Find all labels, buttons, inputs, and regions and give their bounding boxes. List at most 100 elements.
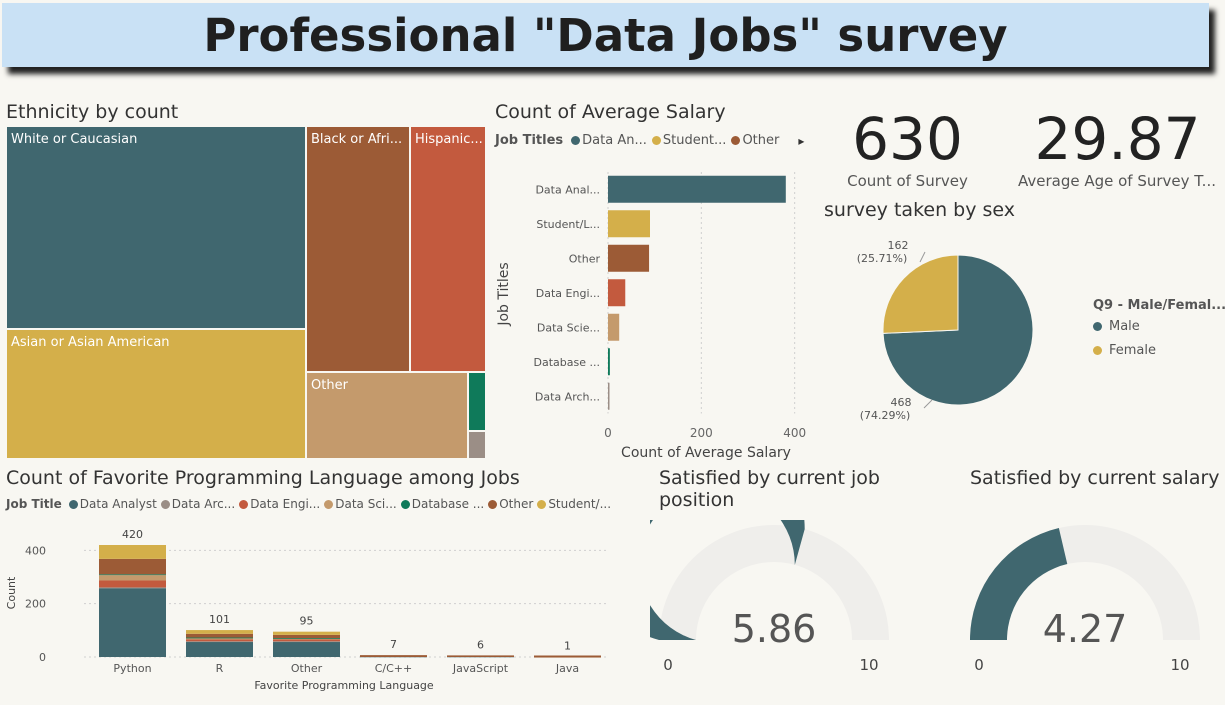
bar (608, 382, 610, 410)
tile-label: Black or Afri... (311, 132, 403, 147)
bar-segment (360, 655, 427, 657)
page-title: Professional "Data Jobs" survey (203, 9, 1008, 62)
bar (608, 210, 650, 238)
y-axis-title: Job Titles (496, 262, 512, 326)
legend-dot (488, 499, 498, 509)
salary-chart-title: Count of Average Salary (495, 101, 726, 123)
data-label: 1 (564, 640, 571, 653)
legend-item[interactable]: Student... (651, 133, 726, 148)
legend-item[interactable]: Data Analyst (68, 497, 157, 511)
bar-segment (447, 655, 514, 657)
language-stacked-bar-chart: 0 200 400 420 Python 101 R 95 Other 7 C/C++ 6 JavaSc… (5, 528, 606, 692)
bar-segment (273, 641, 340, 657)
y-tick-label: Student/L... (536, 218, 600, 231)
legend-dot (239, 499, 249, 509)
kpi-count-label: Count of Survey (847, 172, 968, 190)
y-tick-label: Data Arch... (535, 390, 600, 403)
legend-item[interactable]: Data Arc... (160, 497, 235, 511)
x-axis-title: Favorite Programming Language (254, 679, 434, 692)
tile-small-green[interactable] (468, 372, 486, 431)
legend-label: Other (499, 497, 534, 511)
pie-legend-item-female[interactable]: Female (1093, 343, 1156, 358)
y-tick-label: Data Engi... (536, 287, 600, 300)
kpi-count-value: 630 (852, 105, 963, 173)
legend-label: Student/... (548, 497, 612, 511)
bar-segment (99, 558, 166, 575)
tile-label: Other (311, 378, 348, 393)
gauge-salary-satisfaction: 4.27 0 10 (970, 525, 1200, 674)
bar-segment (273, 641, 340, 643)
x-tick-label: C/C++ (375, 662, 413, 675)
data-label: 420 (122, 528, 143, 541)
legend-label: Data Engi... (250, 497, 321, 511)
bar-segment (186, 641, 253, 657)
bar (608, 348, 610, 376)
lang-chart-title: Count of Favorite Programming Language a… (6, 467, 520, 489)
bar (608, 244, 650, 272)
bar-segment (534, 656, 601, 658)
legend-title: Job Title (6, 497, 62, 511)
kpi-age-label: Average Age of Survey T... (1017, 172, 1216, 190)
pie-legend-item-male[interactable]: Male (1093, 319, 1140, 334)
lang-legend: Job Title Data Analyst Data Arc... Data En… (6, 497, 611, 511)
gauge-salary-title: Satisfied by current salary (970, 467, 1220, 489)
bar-segment (186, 637, 253, 639)
y-tick-label: Data Anal... (535, 183, 600, 196)
bar-segment (99, 545, 166, 559)
legend-item[interactable]: Other (731, 133, 779, 148)
gauge-value: 5.86 (732, 607, 817, 651)
data-label: 6 (477, 638, 484, 651)
legend-label: Data Sci... (335, 497, 397, 511)
gauge-fill (650, 520, 805, 640)
bar-segment (99, 580, 166, 588)
x-tick-label: JavaScript (452, 662, 509, 675)
pie-value-label: 468 (891, 396, 912, 409)
pie-percent-label: (25.71%) (857, 252, 908, 265)
pie-percent-label: (74.29%) (860, 409, 911, 422)
kpi-age-value: 29.87 (1034, 105, 1201, 173)
gauge-min-label: 0 (974, 656, 984, 674)
legend-item[interactable]: Database ... (400, 497, 484, 511)
tile-other[interactable]: Other (306, 372, 468, 459)
gauge-job-satisfaction: 5.86 0 10 (650, 520, 889, 674)
y-tick-label: 400 (25, 544, 46, 557)
y-tick-label: Database ... (534, 356, 600, 369)
legend-item[interactable]: Other (488, 497, 533, 511)
legend-title: Job Titles (495, 133, 564, 148)
salary-bar-chart: 0 200 400 Data Anal... Student/L... Other Data… (496, 172, 806, 461)
gauge-job-title: Satisfied by current job position (659, 467, 880, 511)
y-tick-label: 0 (39, 651, 46, 664)
bar-segment (273, 634, 340, 639)
legend-dot (324, 499, 334, 509)
bar-segment (186, 633, 253, 638)
header-banner: Professional "Data Jobs" survey (2, 3, 1209, 67)
chevron-right-icon[interactable]: ▸ (798, 133, 805, 148)
legend-item[interactable]: Data Sci... (324, 497, 397, 511)
bar (608, 175, 786, 203)
legend-item[interactable]: Data An... (571, 133, 647, 148)
tile-black[interactable]: Black or Afri... (306, 126, 410, 372)
legend-dot (537, 499, 547, 509)
tile-asian[interactable]: Asian or Asian American (6, 329, 306, 459)
tile-small-grey[interactable] (468, 431, 486, 459)
salary-legend: Job Titles Data An... Student... Other ▸ (495, 133, 804, 148)
legend-item[interactable]: Student/... (537, 497, 611, 511)
bar-segment (99, 575, 166, 581)
data-label: 101 (209, 613, 230, 626)
legend-label: Data Analyst (79, 497, 157, 511)
y-tick-label: Data Scie... (537, 321, 600, 334)
legend-item[interactable]: Data Engi... (239, 497, 320, 511)
tile-hispanic[interactable]: Hispanic... (410, 126, 486, 372)
bar (608, 313, 620, 341)
x-tick-label: Python (113, 662, 151, 675)
tile-label: Asian or Asian American (11, 335, 170, 350)
bar-segment (186, 637, 253, 640)
sex-pie-chart: 468(74.29%) 162(25.71%) (857, 239, 1034, 422)
x-axis-title: Count of Average Salary (621, 445, 791, 461)
leader-line (919, 251, 926, 263)
bar-segment (534, 655, 601, 657)
ethnicity-treemap[interactable]: White or Caucasian Asian or Asian Americ… (6, 126, 486, 459)
x-tick-label: 200 (690, 426, 713, 440)
legend-dot (400, 499, 410, 509)
tile-white[interactable]: White or Caucasian (6, 126, 306, 329)
